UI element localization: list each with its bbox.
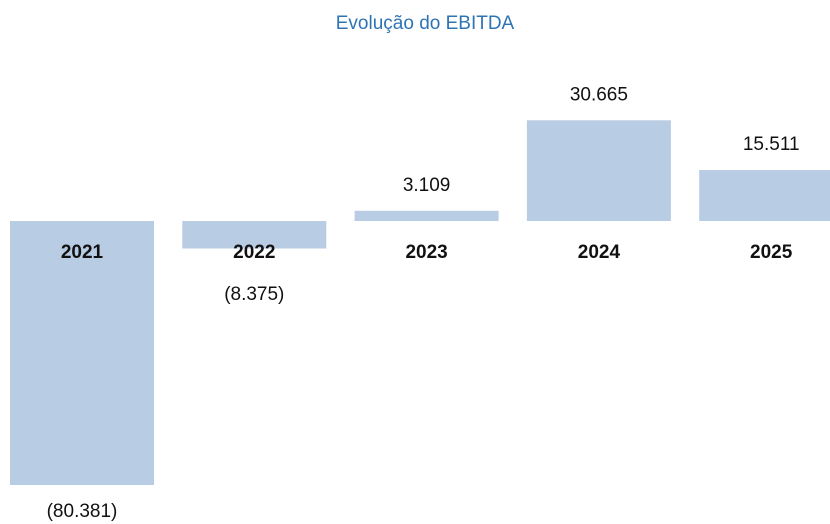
category-label: 2022 (233, 242, 275, 263)
value-label: 3.109 (403, 175, 451, 196)
bar (526, 120, 671, 221)
value-label: (80.381) (47, 501, 118, 522)
category-label: 2025 (750, 242, 793, 263)
chart-title: Evolução do EBITDA (336, 13, 515, 34)
value-label: 15.511 (743, 134, 800, 155)
bar (182, 221, 327, 249)
category-label: 2023 (405, 242, 447, 263)
bar (10, 221, 154, 485)
value-label: 30.665 (570, 84, 628, 105)
value-label: (8.375) (224, 284, 284, 305)
category-label: 2024 (578, 242, 621, 263)
category-label: 2021 (61, 242, 104, 263)
bar (699, 170, 830, 221)
bar (354, 210, 499, 221)
